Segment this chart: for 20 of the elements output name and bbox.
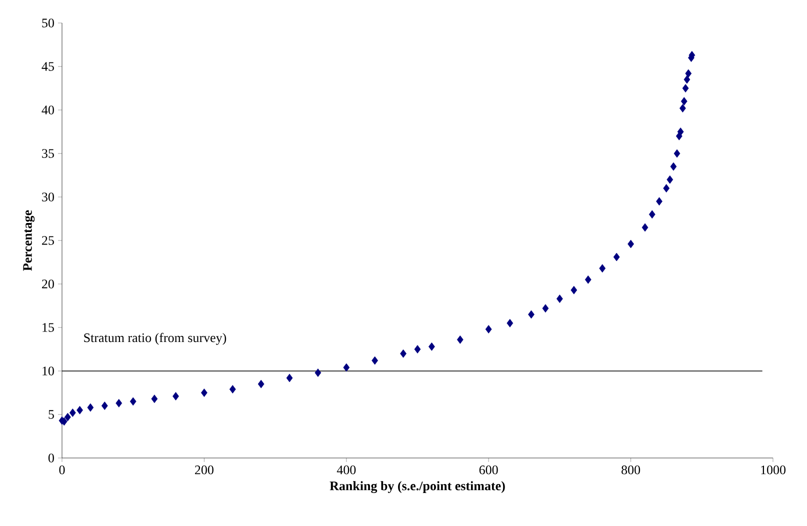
y-tick-label: 25 [42,236,54,245]
y-tick-label: 50 [42,18,54,28]
y-tick-label: 30 [42,192,54,202]
y-axis-title: Percentage [23,210,35,271]
y-tick-label: 0 [48,454,54,462]
y-tick-label: 5 [48,410,54,419]
x-tick-label: 600 [479,466,498,474]
ref-line-label: Stratum ratio (from survey) [84,332,226,345]
y-tick-label: 15 [42,323,54,332]
y-tick-label: 45 [42,62,54,71]
y-tick-label: 20 [42,280,54,288]
x-axis-title: Ranking by (s.e./point estimate) [330,481,505,494]
x-tick-label: 1000 [761,466,786,474]
y-tick-label: 35 [42,149,54,158]
x-tick-label: 200 [195,466,214,474]
x-tick-label: 0 [59,466,65,474]
y-tick-label: 40 [42,106,54,114]
x-tick-label: 400 [336,466,356,474]
y-tick-label: 10 [42,366,54,376]
x-tick-label: 800 [622,466,640,474]
